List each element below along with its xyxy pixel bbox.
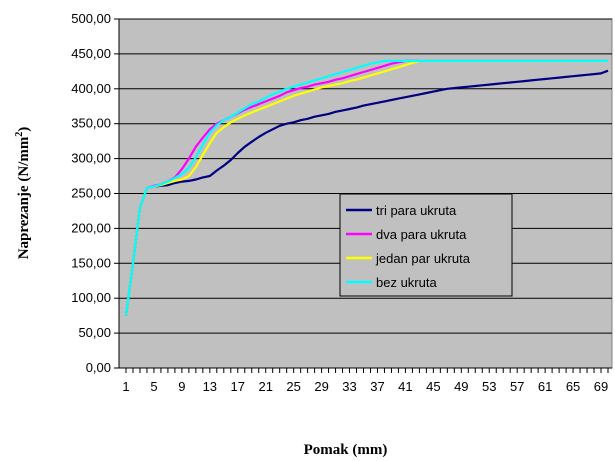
x-tick-label: 37 <box>370 379 384 394</box>
x-tick-label: 45 <box>426 379 440 394</box>
x-tick-label: 49 <box>454 379 468 394</box>
x-tick-label: 57 <box>510 379 524 394</box>
legend-label: bez ukruta <box>376 275 437 290</box>
x-tick-label: 33 <box>342 379 356 394</box>
y-tick-label: 500,00 <box>71 11 111 26</box>
series-line-3 <box>124 59 608 316</box>
x-tick-label: 53 <box>482 379 496 394</box>
y-tick-label: 0,00 <box>86 360 111 375</box>
y-tick-label: 100,00 <box>71 290 111 305</box>
x-tick-label: 9 <box>178 379 185 394</box>
y-tick-label: 250,00 <box>71 186 111 201</box>
x-tick-label: 1 <box>122 379 129 394</box>
y-tick-label: 400,00 <box>71 81 111 96</box>
y-tick-label: 300,00 <box>71 151 111 166</box>
x-tick-label: 69 <box>594 379 608 394</box>
series-line-1 <box>124 69 609 316</box>
x-tick-label: 61 <box>538 379 552 394</box>
x-tick-label: 41 <box>398 379 412 394</box>
y-tick-label: 50,00 <box>78 325 111 340</box>
x-axis-title: Pomak (mm) <box>304 442 388 458</box>
y-axis-title: Naprezanje (N/mm2) <box>14 127 32 260</box>
x-tick-label: 29 <box>314 379 328 394</box>
legend-label: jedan par ukruta <box>375 251 471 266</box>
y-tick-label: 150,00 <box>71 255 111 270</box>
legend-label: tri para ukruta <box>376 203 457 218</box>
y-tick-label: 350,00 <box>71 116 111 131</box>
x-tick-label: 5 <box>150 379 157 394</box>
x-tick-label: 21 <box>258 379 272 394</box>
x-tick-label: 25 <box>286 379 300 394</box>
x-tick-label: 65 <box>566 379 580 394</box>
y-tick-label: 450,00 <box>71 46 111 61</box>
series-line-4 <box>124 59 608 316</box>
x-tick-label: 13 <box>203 379 217 394</box>
series-line-2 <box>124 59 608 316</box>
legend-label: dva para ukruta <box>376 227 467 242</box>
y-tick-label: 200,00 <box>71 220 111 235</box>
x-tick-label: 17 <box>231 379 245 394</box>
